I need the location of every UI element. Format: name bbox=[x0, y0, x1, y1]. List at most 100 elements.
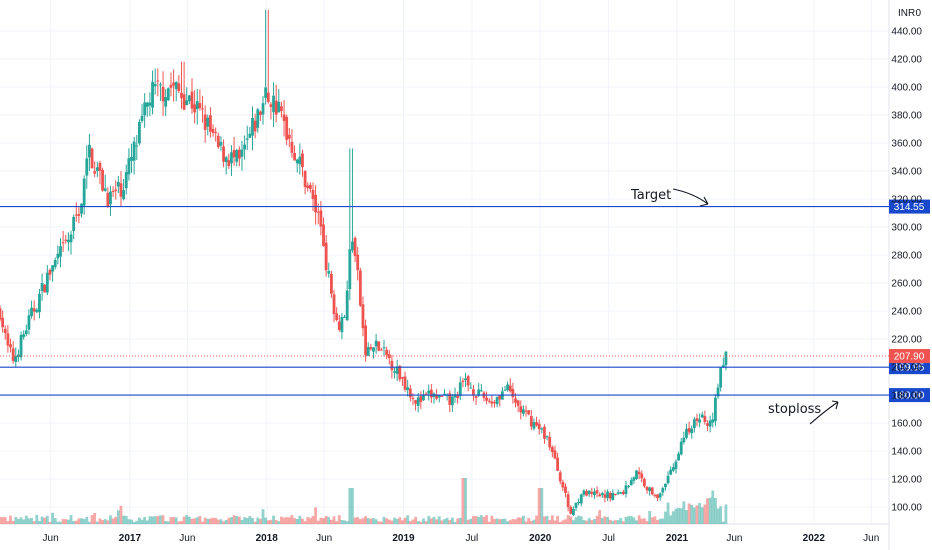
candle-body bbox=[69, 234, 73, 243]
candle-body bbox=[708, 420, 712, 427]
volume-bar bbox=[524, 521, 528, 524]
volume-bar bbox=[322, 518, 325, 524]
volume-bar bbox=[374, 519, 378, 524]
candle-body bbox=[53, 259, 57, 268]
volume-bar bbox=[187, 516, 191, 524]
volume-bar bbox=[692, 507, 696, 524]
candle-body bbox=[640, 473, 644, 479]
x-tick-label: Jul bbox=[602, 533, 615, 544]
candle-body bbox=[619, 492, 623, 494]
volume-bar bbox=[595, 515, 599, 524]
candle-body bbox=[540, 428, 544, 430]
candle-body bbox=[406, 387, 410, 391]
volume-bar bbox=[443, 519, 446, 524]
candle-body bbox=[343, 316, 346, 318]
volume-bar bbox=[414, 516, 417, 524]
candle-body bbox=[224, 157, 228, 163]
volume-bar bbox=[356, 517, 360, 524]
volume-bar bbox=[227, 517, 231, 524]
volume-bar bbox=[256, 517, 260, 524]
candle-body bbox=[698, 419, 702, 423]
volume-bar bbox=[379, 521, 383, 524]
volume-bar bbox=[611, 520, 615, 524]
candle-body bbox=[59, 246, 62, 257]
candle-body bbox=[687, 428, 691, 433]
candle-body bbox=[235, 150, 239, 162]
volume-bar bbox=[569, 516, 573, 524]
volume-bar bbox=[600, 517, 604, 524]
candle-body bbox=[706, 423, 709, 426]
candle-body bbox=[272, 95, 275, 113]
volume-bar bbox=[330, 519, 333, 524]
candle-body bbox=[527, 410, 531, 415]
candle-body bbox=[277, 101, 281, 113]
candle-body bbox=[650, 487, 654, 495]
volume-bar bbox=[258, 518, 262, 524]
candle-body bbox=[27, 315, 31, 330]
volume-bar bbox=[253, 521, 257, 524]
candle-body bbox=[122, 190, 126, 200]
candle-body bbox=[571, 508, 575, 516]
volume-bar bbox=[80, 518, 83, 524]
volume-bar bbox=[51, 512, 55, 524]
volume-bar bbox=[132, 521, 136, 524]
candle-body bbox=[642, 478, 646, 487]
volume-bar bbox=[59, 521, 62, 524]
candle-body bbox=[337, 321, 341, 330]
candle-body bbox=[479, 390, 483, 392]
candle-body bbox=[385, 349, 389, 356]
candle-body bbox=[461, 380, 465, 382]
volume-bar bbox=[556, 515, 559, 524]
candle-body bbox=[193, 104, 197, 113]
volume-bar bbox=[522, 515, 525, 524]
x-tick-label: 2017 bbox=[119, 533, 142, 544]
candle-body bbox=[490, 401, 494, 404]
candle-body bbox=[48, 269, 52, 275]
candle-body bbox=[24, 330, 28, 335]
volume-bar bbox=[564, 519, 567, 524]
target-annotation: Target bbox=[630, 188, 671, 203]
candle-body bbox=[419, 396, 423, 402]
candle-body bbox=[535, 422, 538, 426]
volume-bar bbox=[222, 521, 225, 524]
candle-body bbox=[658, 493, 662, 498]
y-tick-label: 120.00 bbox=[891, 475, 922, 486]
volume-bar bbox=[206, 518, 210, 524]
volume-bar bbox=[429, 518, 433, 524]
candle-body bbox=[56, 253, 60, 259]
volume-bar bbox=[190, 518, 194, 524]
candle-body bbox=[585, 491, 588, 496]
candle-body bbox=[156, 80, 160, 82]
candle-body bbox=[600, 493, 604, 496]
volume-bar bbox=[248, 515, 252, 524]
candle-body bbox=[550, 447, 554, 453]
candle-body bbox=[532, 422, 536, 429]
y-tick-label: 340.00 bbox=[891, 166, 922, 177]
volume-bar bbox=[616, 520, 620, 524]
volume-bar bbox=[432, 516, 436, 524]
y-tick-label: 240.00 bbox=[891, 307, 922, 318]
candle-body bbox=[98, 162, 102, 171]
volume-bar bbox=[587, 518, 591, 524]
candle-body bbox=[35, 309, 39, 313]
volume-bar bbox=[477, 516, 481, 524]
candle-body bbox=[135, 145, 139, 147]
volume-bar bbox=[137, 517, 141, 524]
candle-body bbox=[361, 304, 365, 329]
volume-bar bbox=[472, 516, 475, 524]
volume-bar bbox=[674, 508, 678, 524]
volume-bar bbox=[366, 518, 370, 524]
candle-body bbox=[493, 402, 496, 404]
candle-body bbox=[508, 385, 512, 392]
candle-body bbox=[632, 477, 636, 481]
candle-body bbox=[498, 395, 502, 400]
volume-bar bbox=[653, 516, 657, 524]
candle-body bbox=[437, 395, 441, 398]
volume-bar bbox=[516, 517, 520, 524]
level-price-label: 199.95 bbox=[894, 363, 925, 374]
candle-body bbox=[161, 86, 165, 102]
volume-bar bbox=[314, 507, 318, 524]
volume-bar bbox=[6, 521, 10, 524]
volume-bar bbox=[287, 517, 291, 524]
